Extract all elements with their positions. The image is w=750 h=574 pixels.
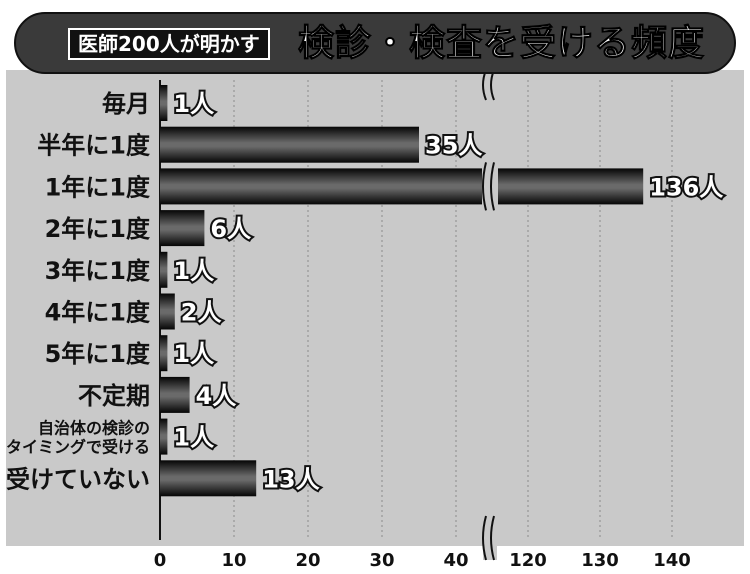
category-label: 5年に1度 [45,340,151,368]
value-labels: 1人 35人 136人 6人 1人 2人 1人 4人 1人 13人 [171,88,725,495]
bar [160,293,175,330]
value-label: 136人 [649,173,723,201]
bar [160,168,482,205]
bar [160,418,168,455]
chart-title: 検診・検査を受ける頻度 [297,23,706,65]
value-label: 6人 [210,215,251,243]
category-label: 不定期 [78,382,150,410]
value-label: 35人 [425,132,482,160]
bar [160,126,419,163]
x-tick-label: 140 [653,550,691,571]
axis-break-mark [490,515,495,561]
category-label: 毎月 [102,90,150,118]
value-label: 2人 [181,299,222,327]
title-banner: 医師200人が明かす 検診・検査を受ける頻度 [14,12,736,74]
bar [160,251,168,288]
x-tick-label: 10 [221,550,246,571]
category-label: 4年に1度 [45,299,151,327]
x-tick-label: 40 [443,550,468,571]
bar [160,376,190,413]
bar [498,168,644,205]
bar-break-mark [482,162,487,211]
category-label: タイミングで受ける [6,438,150,457]
category-label: 自治体の検診の [38,419,150,438]
value-label: 1人 [173,340,214,368]
bar [160,85,168,121]
x-tick-label: 20 [295,550,320,571]
category-label: 2年に1度 [45,215,151,243]
category-label: 3年に1度 [45,257,151,285]
category-label: 半年に1度 [37,132,151,160]
x-tick-label: 120 [509,550,547,571]
value-label: 1人 [173,90,214,118]
axis-break-mark [482,515,487,561]
x-tick-label: 0 [154,550,167,571]
category-label: 全く受けていない [0,465,150,493]
bar-break-mark [490,162,495,211]
bar [160,460,257,497]
survey-badge: 医師200人が明かす [68,28,270,60]
value-label: 4人 [196,382,237,410]
tick-labels: 0 10 20 30 40 120 130 140 [154,550,691,571]
category-label: 1年に1度 [45,173,151,201]
axis-break-marks [482,69,497,561]
bar [160,335,168,372]
value-label: 1人 [173,424,214,452]
x-tick-label: 130 [581,550,619,571]
value-label: 1人 [173,257,214,285]
bar [160,210,205,247]
bars [160,85,644,497]
value-label: 13人 [262,465,319,493]
x-tick-label: 30 [369,550,394,571]
